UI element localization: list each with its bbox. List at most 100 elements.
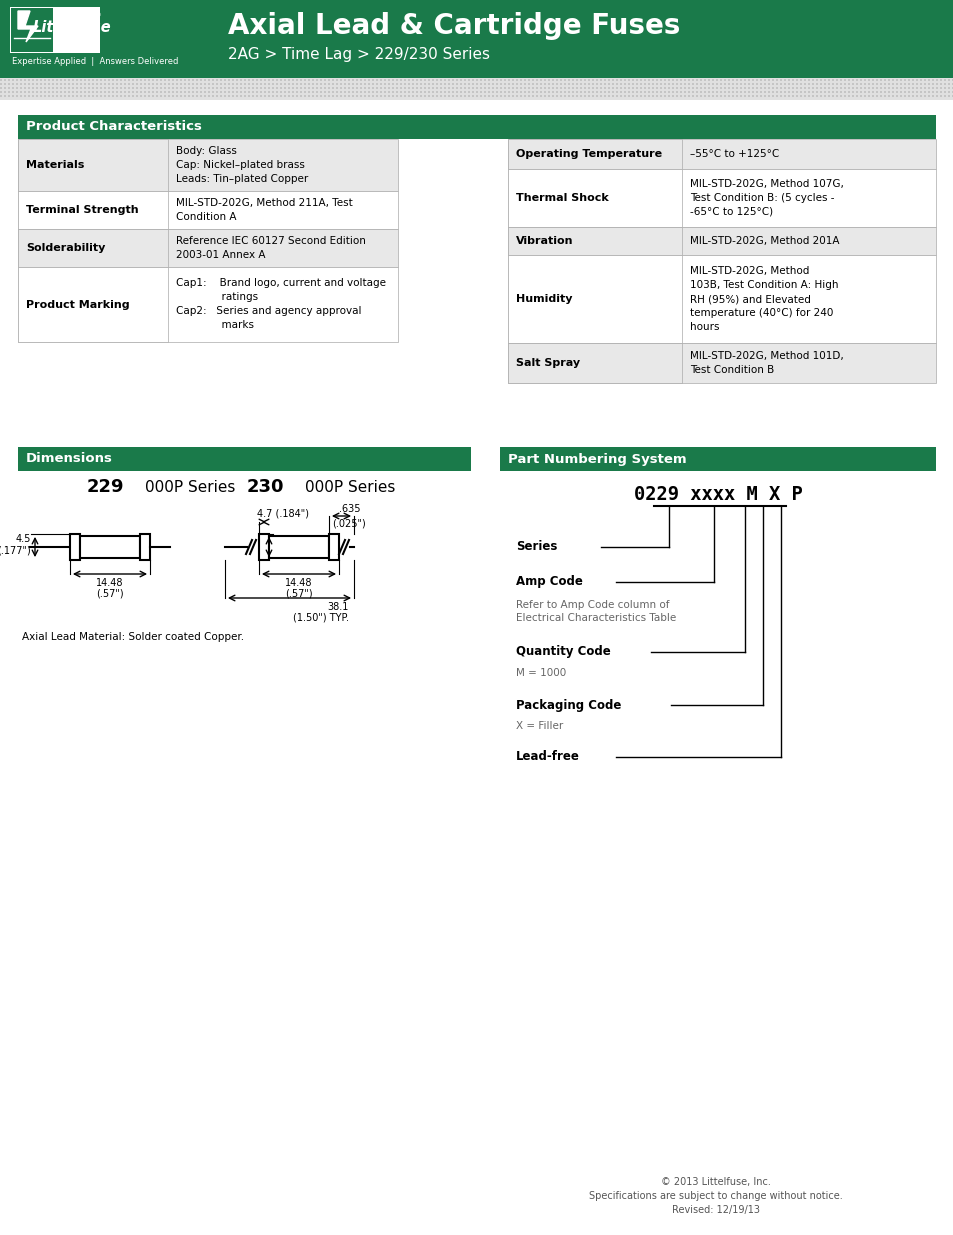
Bar [152, 91, 153, 93]
Bar [284, 83, 286, 85]
Text: 4.5
(.177"): 4.5 (.177") [0, 535, 30, 556]
Bar [432, 95, 434, 98]
Bar [172, 86, 173, 89]
Bar [496, 86, 497, 89]
Bar [268, 91, 270, 93]
Bar [372, 91, 374, 93]
Bar [312, 83, 314, 85]
Bar [80, 95, 82, 98]
Bar [627, 79, 629, 82]
Bar [156, 95, 158, 98]
Bar [616, 86, 618, 89]
Bar [867, 79, 869, 82]
Bar [220, 86, 222, 89]
Bar [96, 83, 98, 85]
Bar [208, 79, 210, 82]
Bar [579, 86, 581, 89]
Bar [60, 79, 62, 82]
Bar [476, 86, 477, 89]
Bar [631, 95, 634, 98]
Bar [519, 79, 521, 82]
Bar [312, 91, 314, 93]
Bar [907, 91, 909, 93]
Bar [616, 95, 618, 98]
Bar [727, 83, 729, 85]
Bar [823, 83, 825, 85]
Bar [656, 83, 658, 85]
Bar [559, 86, 561, 89]
Bar [0, 91, 2, 93]
Bar [304, 83, 306, 85]
Bar [56, 91, 58, 93]
Bar [52, 86, 54, 89]
Bar [507, 254, 935, 343]
Bar [707, 79, 709, 82]
Bar [403, 79, 406, 82]
Bar [324, 79, 326, 82]
Bar [771, 91, 773, 93]
Bar [76, 91, 78, 93]
Bar [552, 79, 554, 82]
Bar [516, 79, 517, 82]
Bar [84, 83, 86, 85]
Bar [939, 95, 941, 98]
Bar [651, 83, 654, 85]
Bar [760, 95, 761, 98]
Bar [691, 86, 693, 89]
Text: MIL-STD-202G, Method 211A, Test
Condition A: MIL-STD-202G, Method 211A, Test Conditio… [175, 198, 353, 222]
Bar [627, 91, 629, 93]
Bar [755, 83, 758, 85]
Bar [268, 95, 270, 98]
Bar [315, 95, 317, 98]
Bar [607, 91, 609, 93]
Bar [811, 83, 813, 85]
Bar [152, 95, 153, 98]
Bar [328, 83, 330, 85]
Bar [519, 83, 521, 85]
Bar [727, 86, 729, 89]
Bar [780, 79, 781, 82]
Bar [787, 79, 789, 82]
Bar [204, 83, 206, 85]
Bar [423, 86, 426, 89]
Text: Packaging Code: Packaging Code [516, 699, 620, 711]
Bar [492, 91, 494, 93]
Bar [8, 86, 10, 89]
Text: 230: 230 [246, 478, 283, 496]
Bar [543, 79, 545, 82]
Bar [252, 83, 253, 85]
Bar [319, 91, 322, 93]
Bar [315, 86, 317, 89]
Bar [636, 86, 638, 89]
Bar [576, 95, 578, 98]
Bar [456, 79, 457, 82]
Bar [132, 95, 133, 98]
Bar [416, 83, 417, 85]
Bar [260, 91, 262, 93]
Bar [28, 91, 30, 93]
Bar [80, 86, 82, 89]
Bar [258, 534, 269, 559]
Bar [536, 83, 537, 85]
Bar [887, 83, 889, 85]
Bar [871, 83, 873, 85]
Text: Littelfuse: Littelfuse [32, 20, 112, 35]
Bar [547, 83, 550, 85]
Bar [563, 83, 565, 85]
Bar [951, 83, 953, 85]
Bar [215, 86, 218, 89]
Bar [452, 95, 454, 98]
Bar [663, 91, 665, 93]
Bar [763, 79, 765, 82]
Bar [436, 83, 437, 85]
Bar [727, 95, 729, 98]
Bar [200, 91, 202, 93]
Bar [887, 86, 889, 89]
Bar [368, 95, 370, 98]
Bar [720, 95, 721, 98]
Bar [907, 83, 909, 85]
Bar [52, 79, 54, 82]
Bar [612, 79, 614, 82]
Bar [851, 83, 853, 85]
Bar [192, 86, 193, 89]
